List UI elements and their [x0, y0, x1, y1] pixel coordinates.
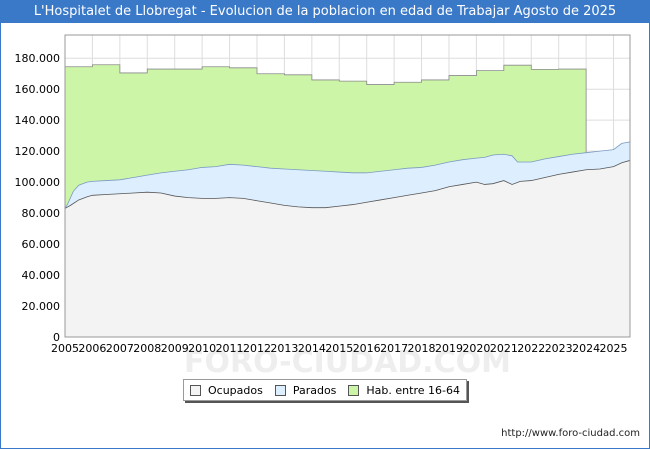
x-tick-label: 2025: [600, 342, 628, 355]
x-tick-label: 2015: [325, 342, 353, 355]
y-tick-label: 40.000: [22, 269, 61, 282]
legend-label-ocupados: Ocupados: [207, 383, 263, 397]
chart-title: L'Hospitalet de Llobregat - Evolucion de…: [0, 0, 650, 23]
footer-url[interactable]: http://www.foro-ciudad.com: [501, 428, 640, 439]
series-area-ocupados: [65, 160, 630, 337]
legend: Ocupados Parados Hab. entre 16-64: [183, 379, 467, 401]
y-tick-label: 20.000: [22, 300, 61, 313]
legend-swatch-parados: [274, 384, 286, 396]
y-tick-label: 60.000: [22, 238, 61, 251]
watermark: FORO-CIUDAD.COM: [184, 345, 511, 380]
x-tick-label: 2008: [133, 342, 161, 355]
x-tick-label: 2012: [243, 342, 271, 355]
series-line-ocupados: [64, 160, 631, 209]
y-tick-label: 100.000: [15, 176, 61, 189]
x-tick-label: 2011: [216, 342, 244, 355]
legend-item-hab: Hab. entre 16-64: [348, 384, 460, 397]
x-tick-label: 2016: [353, 342, 381, 355]
x-tick-label: 2007: [106, 342, 134, 355]
y-tick-label: 0: [53, 331, 60, 344]
legend-label-hab: Hab. entre 16-64: [366, 383, 460, 397]
x-tick-label: 2018: [408, 342, 436, 355]
x-tick-label: 2020: [462, 342, 490, 355]
legend-item-parados: Parados: [274, 383, 337, 397]
x-tick-label: 2014: [298, 342, 326, 355]
legend-swatch-hab: [348, 384, 360, 396]
y-tick-label: 120.000: [15, 145, 61, 158]
y-tick-label: 160.000: [15, 83, 61, 96]
legend-item-ocupados: Ocupados: [189, 383, 263, 397]
x-tick-label: 2009: [161, 342, 189, 355]
legend-label-parados: Parados: [292, 383, 337, 397]
x-tick-label: 2010: [188, 342, 216, 355]
x-tick-label: 2022: [517, 342, 545, 355]
x-tick-label: 2017: [380, 342, 408, 355]
x-tick-label: 2021: [490, 342, 518, 355]
x-tick-label: 2005: [51, 342, 79, 355]
x-tick-label: 2013: [270, 342, 298, 355]
series-line-parados: [64, 141, 631, 209]
y-tick-label: 140.000: [15, 114, 61, 127]
x-tick-label: 2024: [572, 342, 600, 355]
plot-border: [64, 34, 631, 338]
x-tick-label: 2019: [435, 342, 463, 355]
x-tick-label: 2023: [545, 342, 573, 355]
y-tick-label: 80.000: [22, 207, 61, 220]
legend-swatch-ocupados: [189, 384, 201, 396]
y-tick-label: 180.000: [15, 52, 61, 65]
x-tick-label: 2006: [78, 342, 106, 355]
